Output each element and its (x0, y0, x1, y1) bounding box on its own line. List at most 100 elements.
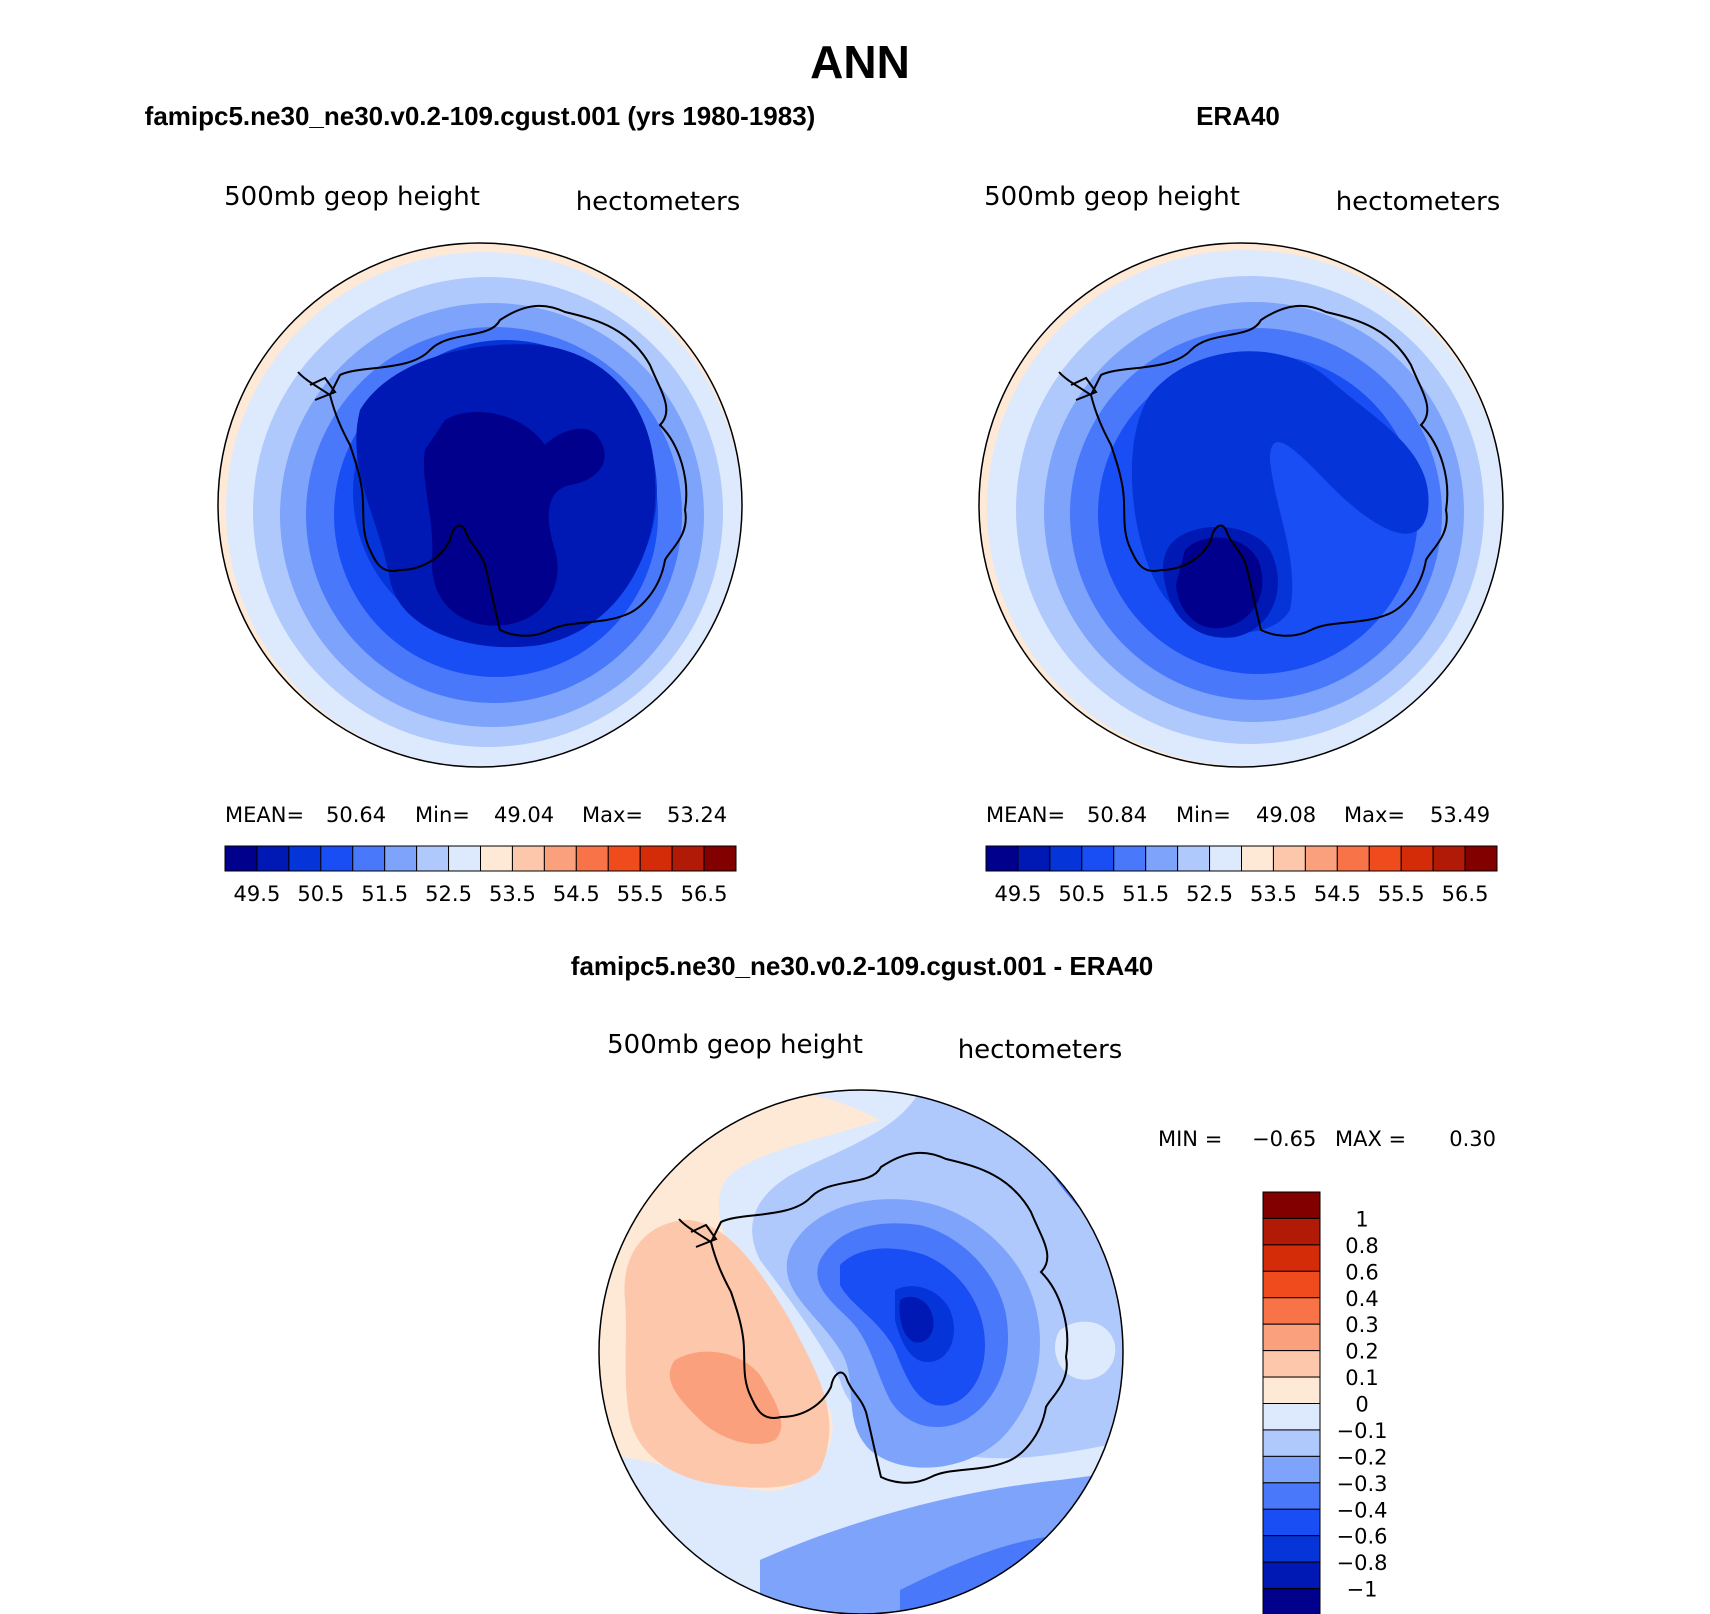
stat-min-value: −0.65 (1252, 1127, 1316, 1151)
colorbar-tick-label: 51.5 (361, 882, 408, 906)
stat-mean-value: 50.64 (326, 803, 386, 827)
colorbar-swatch (985, 845, 1019, 872)
colorbar-swatch (607, 845, 641, 872)
panel-obs: ERA40 500mb geop height hectometers MEAN… (978, 101, 1504, 906)
contour-band (1176, 537, 1263, 629)
colorbar-swatch (1262, 1270, 1321, 1299)
contour-band (669, 1351, 782, 1444)
map-border (598, 1089, 1124, 1614)
colorbar-swatch (639, 845, 673, 872)
colorbar-tick-label: 55.5 (617, 882, 664, 906)
colorbar-swatch (1400, 845, 1434, 872)
panel-diff-map (599, 1090, 1123, 1614)
colorbar-swatch (320, 845, 354, 872)
colorbar-swatch (1262, 1561, 1321, 1590)
panel-obs-units: hectometers (1336, 187, 1501, 217)
colorbar-swatch (1113, 845, 1147, 872)
colorbar-swatch (1049, 845, 1083, 872)
colorbar-diff: 1 0.80.6 0.40.3 0.20.1 0−0.1−0.2 −0.3−0.4 −0.6… (1262, 1191, 1388, 1614)
colorbar-tick-label: 53.5 (489, 882, 536, 906)
map-border (978, 242, 1504, 768)
panel-model-map (218, 243, 742, 767)
panel-obs-variable: 500mb geop height (984, 182, 1240, 212)
colorbar-tick-label: 56.5 (681, 882, 728, 906)
colorbar-swatch (1262, 1455, 1321, 1484)
colorbar-tick-label: −0.3 (1337, 1472, 1388, 1496)
colorbar-swatch (448, 845, 481, 872)
colorbar-swatch (1432, 845, 1466, 872)
colorbar-swatch (1262, 1350, 1321, 1378)
map-border (217, 242, 743, 768)
stat-max-value: 53.49 (1430, 803, 1490, 827)
colorbar-tick-label: 0.1 (1345, 1366, 1378, 1390)
colorbar-swatch (511, 845, 545, 872)
colorbar-swatch (1464, 845, 1498, 872)
colorbar-swatch (256, 845, 290, 872)
colorbar-swatch (1017, 845, 1051, 872)
colorbar-swatch (703, 845, 737, 872)
stat-mean-label: MEAN= (986, 803, 1065, 827)
colorbar-swatch (1262, 1535, 1321, 1563)
panel-diff-units: hectometers (958, 1035, 1123, 1065)
colorbar-tick-label: 54.5 (1314, 882, 1361, 906)
stat-min-value: 49.08 (1256, 803, 1316, 827)
panel-diff: famipc5.ne30_ne30.v0.2-109.cgust.001 - E… (571, 951, 1496, 1614)
colorbar-swatch (1209, 845, 1242, 872)
colorbar-tick-label: 54.5 (553, 882, 600, 906)
colorbar-tick-label: 0.2 (1345, 1340, 1378, 1364)
figure-title: ANN (810, 36, 910, 88)
colorbar-tick-label: 51.5 (1122, 882, 1169, 906)
stat-max-label: Max= (582, 803, 643, 827)
colorbar-swatch (224, 845, 258, 872)
colorbar-tick-label: 55.5 (1378, 882, 1425, 906)
panel-model-units: hectometers (576, 187, 741, 217)
colorbar-tick-label: −0.4 (1337, 1498, 1388, 1522)
colorbar-tick-label: 52.5 (425, 882, 472, 906)
colorbar-tick-label: 50.5 (1058, 882, 1105, 906)
colorbar-tick-label: 49.5 (995, 882, 1042, 906)
colorbar-tick-label: −0.6 (1337, 1525, 1388, 1549)
colorbar-swatch (543, 845, 577, 872)
colorbar-swatch (1368, 845, 1402, 872)
stat-max-label: MAX = (1335, 1127, 1406, 1151)
colorbar-swatch (1262, 1403, 1321, 1431)
colorbar-tick-label: 50.5 (297, 882, 344, 906)
colorbar-tick-label: 0 (1355, 1393, 1368, 1417)
colorbar-swatch (1262, 1588, 1321, 1614)
contour-band (899, 1296, 934, 1343)
colorbar-tick-label: −0.2 (1337, 1445, 1388, 1469)
colorbar-swatch (1262, 1429, 1321, 1457)
colorbar-tick-label: −1 (1347, 1578, 1378, 1602)
colorbar-tick-label: 1 (1355, 1207, 1368, 1231)
colorbar-swatch (1262, 1482, 1321, 1510)
colorbar-swatch (1304, 845, 1338, 872)
colorbar-swatch (352, 845, 386, 872)
colorbar-swatch (384, 845, 418, 872)
colorbar-tick-label: 49.5 (234, 882, 281, 906)
colorbar-swatch (1262, 1297, 1321, 1325)
stat-min-label: MIN = (1158, 1127, 1222, 1151)
colorbar-tick-label: 56.5 (1442, 882, 1489, 906)
colorbar-tick-label: 0.8 (1345, 1234, 1378, 1258)
colorbar-swatch (671, 845, 705, 872)
colorbar-swatch (1262, 1191, 1321, 1219)
colorbar-swatch (1177, 845, 1211, 872)
colorbar-swatch (1262, 1244, 1321, 1272)
contour-band (1055, 1321, 1116, 1380)
colorbar-swatch (1262, 1323, 1321, 1352)
stat-mean-value: 50.84 (1087, 803, 1147, 827)
colorbar-model: 49.5 50.5 51.5 52.5 53.5 54.5 55.5 56.5 (224, 845, 737, 906)
contour-band (599, 1090, 1123, 1614)
stat-max-value: 0.30 (1449, 1127, 1496, 1151)
colorbar-swatch (1262, 1376, 1321, 1404)
colorbar-swatch (1241, 845, 1274, 872)
colorbar-tick-label: 53.5 (1250, 882, 1297, 906)
colorbar-tick-label: 0.6 (1345, 1260, 1378, 1284)
colorbar-tick-label: −0.8 (1337, 1551, 1388, 1575)
panel-diff-stats: MIN = −0.65 MAX = 0.30 (1158, 1127, 1496, 1151)
panel-diff-title: famipc5.ne30_ne30.v0.2-109.cgust.001 - E… (571, 951, 1153, 981)
colorbar-tick-label: 0.3 (1345, 1313, 1378, 1337)
colorbar-obs: 49.5 50.5 51.5 52.5 53.5 54.5 55.5 56.5 (985, 845, 1498, 906)
colorbar-swatch (575, 845, 609, 872)
